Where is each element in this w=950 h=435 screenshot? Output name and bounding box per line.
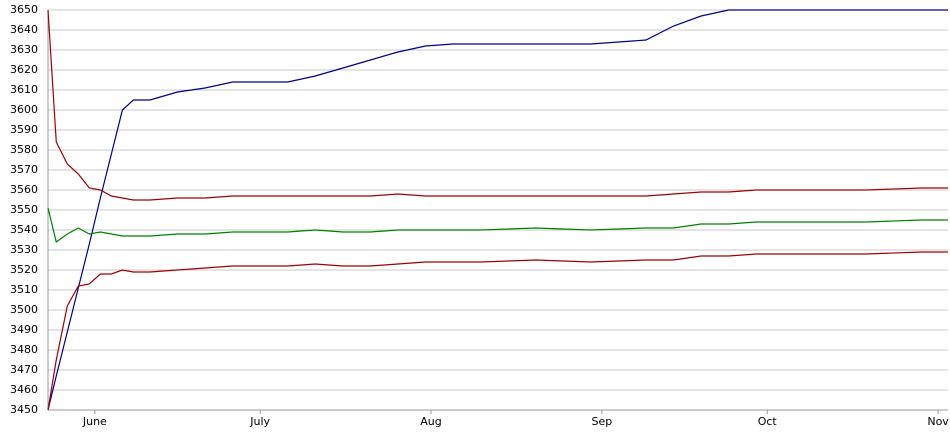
y-tick-label: 3570 xyxy=(10,163,38,176)
y-tick-label: 3490 xyxy=(10,323,38,336)
y-tick-label: 3550 xyxy=(10,203,38,216)
y-tick-label: 3500 xyxy=(10,303,38,316)
x-tick-label: Oct xyxy=(758,415,778,428)
y-tick-label: 3610 xyxy=(10,83,38,96)
y-tick-label: 3600 xyxy=(10,103,38,116)
y-tick-label: 3620 xyxy=(10,63,38,76)
y-tick-label: 3510 xyxy=(10,283,38,296)
x-tick-label: July xyxy=(249,415,270,428)
y-tick-label: 3460 xyxy=(10,383,38,396)
y-tick-label: 3470 xyxy=(10,363,38,376)
series-line xyxy=(47,207,948,244)
y-tick-label: 3450 xyxy=(10,403,38,416)
y-tick-label: 3530 xyxy=(10,243,38,256)
x-tick-label: Sep xyxy=(592,415,613,428)
y-tick-label: 3540 xyxy=(10,223,38,236)
y-tick-label: 3640 xyxy=(10,23,38,36)
y-tick-label: 3560 xyxy=(10,183,38,196)
x-tick-label: Aug xyxy=(420,415,441,428)
series-line xyxy=(47,251,948,411)
y-tick-label: 3650 xyxy=(10,3,38,16)
x-tick-label: Nov xyxy=(927,415,949,428)
y-tick-label: 3580 xyxy=(10,143,38,156)
series-line xyxy=(47,9,948,411)
y-tick-label: 3520 xyxy=(10,263,38,276)
y-tick-label: 3630 xyxy=(10,43,38,56)
y-tick-label: 3480 xyxy=(10,343,38,356)
x-tick-label: June xyxy=(82,415,107,428)
y-tick-label: 3590 xyxy=(10,123,38,136)
series-line xyxy=(47,9,948,201)
